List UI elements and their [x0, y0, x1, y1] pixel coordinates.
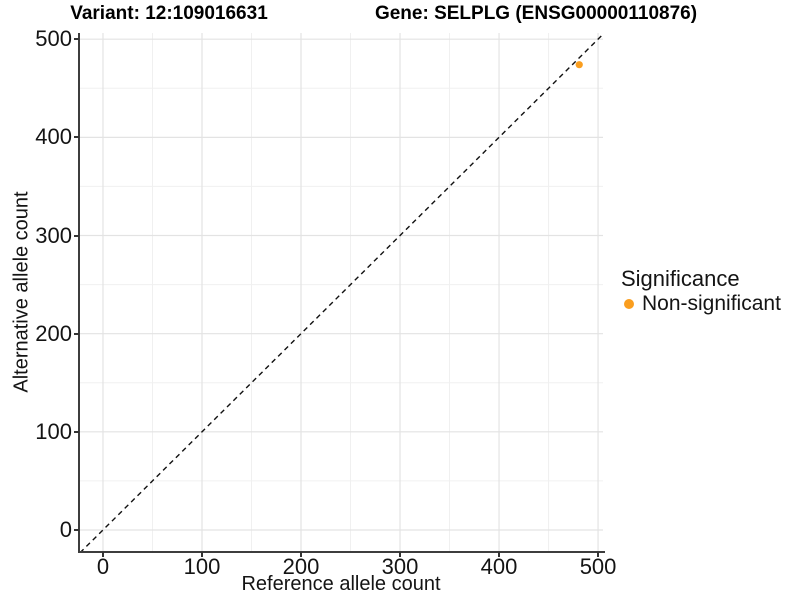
- y-tick-mark: [74, 38, 79, 41]
- x-tick-label: 400: [480, 554, 518, 579]
- y-tick-mark: [74, 234, 79, 237]
- legend-item: Non-significant: [621, 292, 781, 315]
- legend-item-label: Non-significant: [642, 292, 781, 315]
- data-point: [575, 61, 583, 69]
- y-tick-label: 100: [35, 418, 72, 444]
- x-tick-label: 500: [579, 554, 617, 579]
- x-tick-mark: [597, 552, 600, 557]
- x-tick-label: 300: [381, 554, 419, 579]
- y-axis-title: Alternative allele count: [10, 191, 33, 393]
- plot-title-gene: Gene: SELPLG (ENSG00000110876): [374, 3, 698, 24]
- y-tick-label: 200: [35, 320, 72, 346]
- y-tick-label: 0: [59, 516, 72, 542]
- x-tick-mark: [101, 552, 104, 557]
- y-tick-mark: [74, 136, 79, 139]
- plot-title-variant: Variant: 12:109016631: [70, 3, 268, 24]
- x-tick-mark: [300, 552, 302, 557]
- y-tick-mark: [74, 430, 79, 433]
- legend: Significance Non-significant: [621, 266, 781, 316]
- legend-key-dot-icon: [624, 298, 634, 309]
- x-tick-label: 0: [96, 554, 110, 579]
- x-tick-label: 100: [183, 554, 221, 579]
- legend-title: Significance: [621, 266, 740, 291]
- x-tick-mark: [200, 552, 203, 557]
- x-tick-mark: [399, 552, 402, 557]
- x-axis-line: [78, 551, 605, 553]
- y-tick-mark: [74, 528, 79, 531]
- y-tick-label: 400: [35, 124, 72, 150]
- x-tick-mark: [498, 552, 501, 557]
- x-axis-title: Reference allele count: [241, 573, 441, 595]
- legend-items: Non-significant: [621, 292, 781, 315]
- y-tick-label: 500: [35, 26, 72, 52]
- y-axis-line: [78, 33, 80, 551]
- identity-line: [79, 33, 604, 554]
- plot-panel: [79, 33, 604, 554]
- x-tick-label: 200: [282, 554, 320, 579]
- y-tick-label: 300: [35, 222, 72, 248]
- y-tick-mark: [74, 332, 79, 335]
- scatter-canvas: [79, 33, 604, 554]
